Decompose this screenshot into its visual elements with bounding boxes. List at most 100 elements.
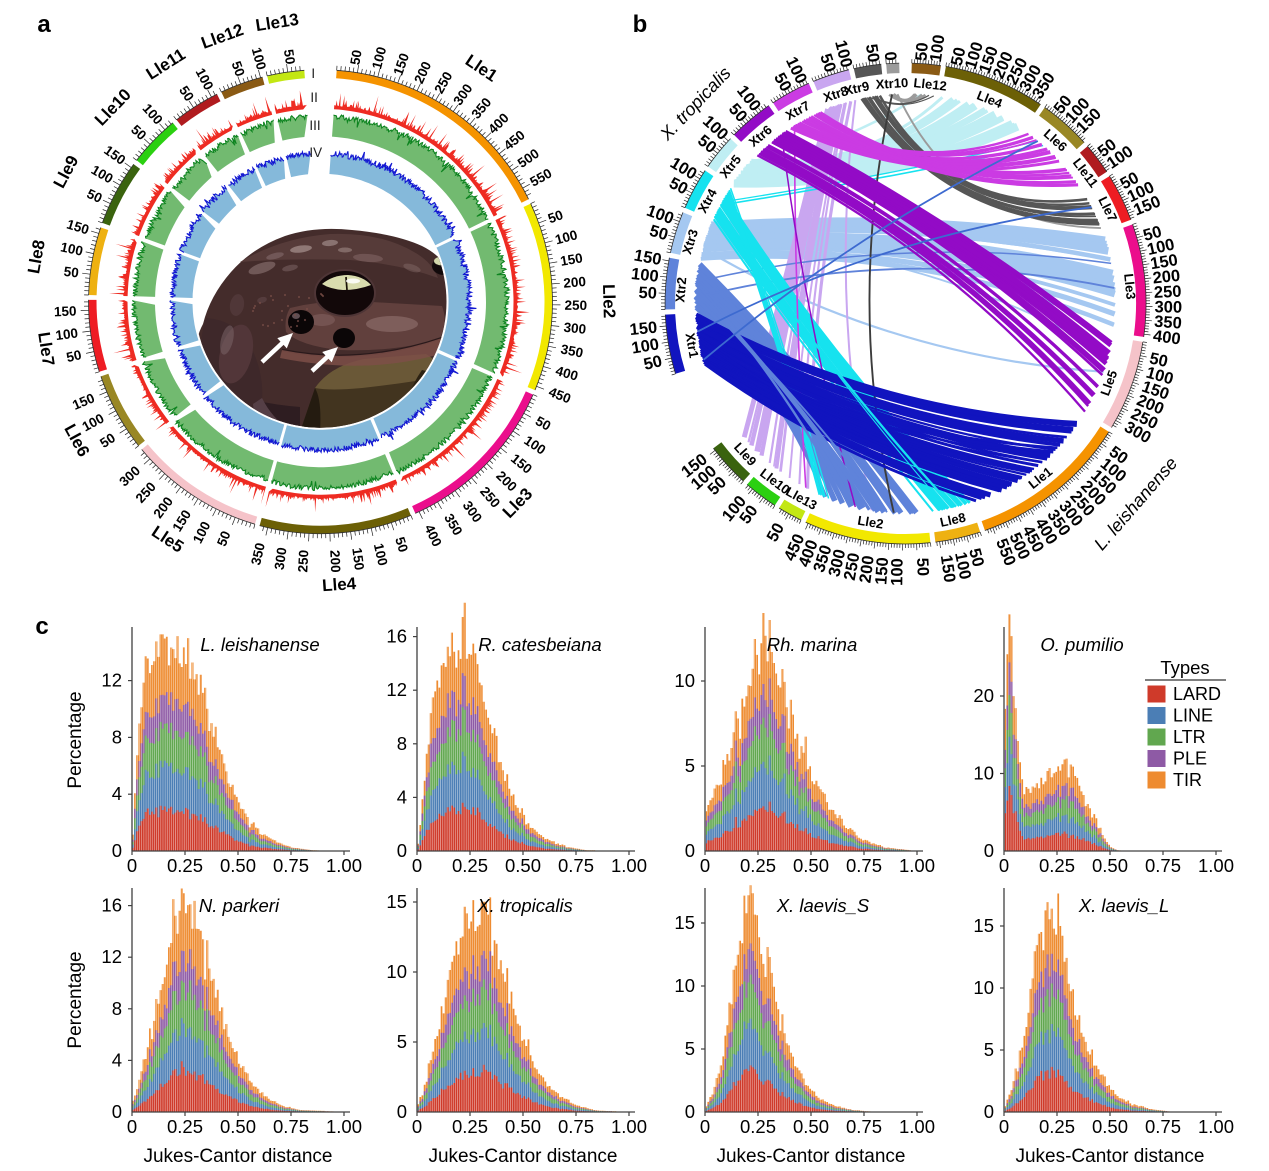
svg-text:0.75: 0.75 <box>846 855 882 876</box>
svg-text:15: 15 <box>973 915 994 936</box>
svg-text:150: 150 <box>937 554 959 584</box>
svg-text:250: 250 <box>1154 283 1182 302</box>
svg-text:100: 100 <box>553 227 579 247</box>
svg-text:0: 0 <box>685 840 695 861</box>
svg-text:8: 8 <box>112 726 122 747</box>
svg-text:250: 250 <box>841 551 864 581</box>
svg-text:50: 50 <box>176 83 197 104</box>
svg-text:0.50: 0.50 <box>505 1116 541 1137</box>
svg-text:Xtr8: Xtr8 <box>821 83 850 105</box>
svg-text:15: 15 <box>386 891 407 912</box>
svg-text:X. laevis_L: X. laevis_L <box>1078 895 1170 916</box>
svg-text:Jukes-Cantor distance: Jukes-Cantor distance <box>716 1146 905 1167</box>
svg-text:50: 50 <box>533 413 553 433</box>
svg-text:LTR: LTR <box>1173 727 1206 747</box>
svg-text:0: 0 <box>685 1101 695 1122</box>
svg-text:Xtr9: Xtr9 <box>843 78 871 98</box>
svg-text:50: 50 <box>214 529 233 548</box>
svg-text:50: 50 <box>392 535 411 554</box>
svg-text:100: 100 <box>630 335 660 357</box>
svg-text:5: 5 <box>397 1031 407 1052</box>
svg-text:8: 8 <box>397 733 407 754</box>
svg-text:100: 100 <box>951 551 974 582</box>
svg-text:50: 50 <box>647 222 670 244</box>
svg-text:15: 15 <box>674 912 695 933</box>
svg-text:Lle2: Lle2 <box>856 513 884 532</box>
svg-text:300: 300 <box>272 546 290 570</box>
svg-text:50: 50 <box>97 430 118 451</box>
svg-text:0: 0 <box>984 840 994 861</box>
svg-text:0.50: 0.50 <box>793 855 829 876</box>
svg-text:0.75: 0.75 <box>846 1116 882 1137</box>
svg-text:150: 150 <box>633 247 663 270</box>
svg-text:0.75: 0.75 <box>1145 855 1181 876</box>
svg-text:a: a <box>37 11 51 38</box>
svg-text:300: 300 <box>1154 298 1182 316</box>
svg-text:0.75: 0.75 <box>558 855 594 876</box>
svg-text:0: 0 <box>999 855 1009 876</box>
svg-text:0.75: 0.75 <box>1145 1116 1181 1137</box>
svg-text:0.50: 0.50 <box>793 1116 829 1137</box>
svg-text:5: 5 <box>685 755 695 776</box>
svg-text:350: 350 <box>248 541 268 566</box>
svg-text:Xtr2: Xtr2 <box>672 276 689 302</box>
svg-text:50: 50 <box>128 122 149 143</box>
svg-text:200: 200 <box>327 550 343 573</box>
svg-text:0.50: 0.50 <box>505 855 541 876</box>
svg-text:50: 50 <box>1148 350 1170 372</box>
svg-text:Lle12: Lle12 <box>913 75 948 94</box>
svg-text:Xtr1: Xtr1 <box>683 332 702 359</box>
svg-text:0.50: 0.50 <box>1092 1116 1128 1137</box>
svg-text:0.25: 0.25 <box>740 1116 776 1137</box>
svg-text:400: 400 <box>1152 327 1182 348</box>
svg-text:1.00: 1.00 <box>326 855 362 876</box>
svg-text:100: 100 <box>888 558 906 586</box>
svg-text:0.50: 0.50 <box>220 1116 256 1137</box>
svg-text:0.25: 0.25 <box>1039 1116 1075 1137</box>
svg-text:0.75: 0.75 <box>273 1116 309 1137</box>
svg-text:I: I <box>311 66 315 81</box>
svg-text:300: 300 <box>563 320 587 337</box>
svg-text:4: 4 <box>112 783 122 804</box>
svg-text:1.00: 1.00 <box>899 855 935 876</box>
svg-text:100: 100 <box>369 45 389 71</box>
svg-text:0.75: 0.75 <box>558 1116 594 1137</box>
svg-text:50: 50 <box>965 546 987 568</box>
svg-text:Lle3: Lle3 <box>1121 273 1138 300</box>
svg-text:X. tropicalis: X. tropicalis <box>476 895 573 916</box>
svg-text:50: 50 <box>913 557 932 576</box>
svg-text:II: II <box>310 90 318 105</box>
svg-text:50: 50 <box>862 43 883 64</box>
svg-text:16: 16 <box>101 895 122 916</box>
svg-text:100: 100 <box>927 34 949 64</box>
svg-text:100: 100 <box>630 265 659 286</box>
svg-text:100: 100 <box>59 239 84 258</box>
svg-text:50: 50 <box>816 51 839 74</box>
svg-text:TIR: TIR <box>1173 770 1202 790</box>
svg-text:0.50: 0.50 <box>1092 855 1128 876</box>
svg-text:12: 12 <box>101 670 122 691</box>
svg-text:0: 0 <box>127 1116 137 1137</box>
svg-text:150: 150 <box>629 319 658 340</box>
svg-text:0: 0 <box>397 840 407 861</box>
svg-text:350: 350 <box>1154 313 1183 333</box>
svg-text:0.50: 0.50 <box>220 855 256 876</box>
svg-text:150: 150 <box>559 250 584 269</box>
svg-text:5: 5 <box>984 1039 994 1060</box>
svg-text:50: 50 <box>85 186 105 206</box>
svg-text:0: 0 <box>700 1116 710 1137</box>
svg-text:12: 12 <box>101 946 122 967</box>
svg-text:12: 12 <box>386 679 407 700</box>
svg-text:150: 150 <box>54 304 77 320</box>
svg-text:0: 0 <box>127 855 137 876</box>
svg-text:0.25: 0.25 <box>452 855 488 876</box>
svg-text:b: b <box>633 11 648 38</box>
svg-text:1.00: 1.00 <box>1198 855 1234 876</box>
svg-text:150: 150 <box>1149 251 1179 273</box>
svg-text:Xtr10: Xtr10 <box>875 75 908 92</box>
svg-text:50: 50 <box>638 284 657 303</box>
svg-text:R. catesbeiana: R. catesbeiana <box>478 634 601 655</box>
svg-text:c: c <box>35 613 48 640</box>
svg-text:0: 0 <box>984 1101 994 1122</box>
svg-text:L. leishanense: L. leishanense <box>200 634 319 655</box>
